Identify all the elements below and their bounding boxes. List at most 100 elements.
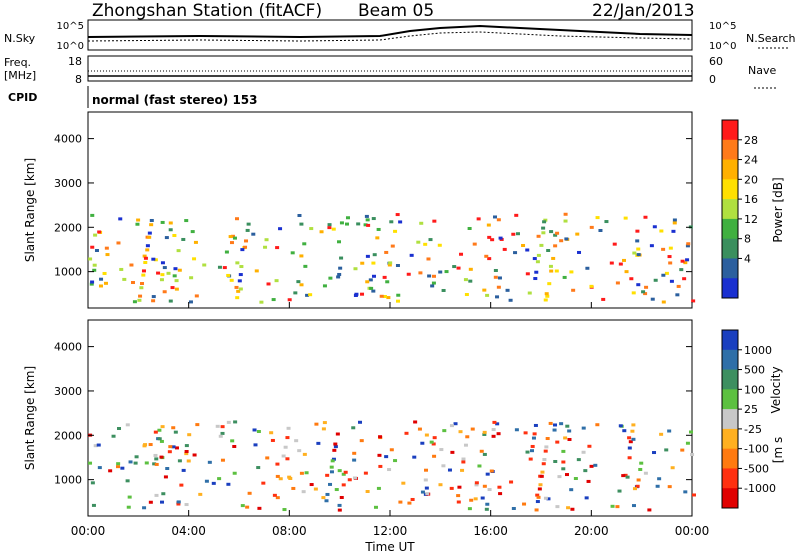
velocity-echo <box>332 448 337 452</box>
velocity-echo <box>420 441 425 445</box>
power-echo <box>631 291 636 295</box>
velocity-echo <box>275 462 280 466</box>
power-echo <box>371 217 376 221</box>
velocity-echo <box>232 471 237 475</box>
power-echo <box>536 253 541 257</box>
velocity-echo <box>91 503 96 507</box>
power-echo <box>624 270 629 274</box>
power-echo <box>193 240 198 244</box>
velocity-echo <box>593 463 598 467</box>
power-echo <box>498 236 503 240</box>
power-echo <box>224 250 229 254</box>
power-echo <box>486 223 491 227</box>
power-colorbar-swatch <box>722 218 738 240</box>
power-echo <box>431 281 436 285</box>
velocity-echo <box>111 434 116 438</box>
velocity-echo <box>142 444 147 448</box>
power-echo <box>485 293 490 297</box>
power-echo <box>532 257 537 261</box>
power-colorbar-tick-label: 24 <box>744 154 758 167</box>
power-echo <box>138 294 143 298</box>
velocity-echo <box>90 481 95 485</box>
power-echo <box>426 257 431 261</box>
velocity-echo <box>456 494 461 498</box>
power-echo <box>371 261 376 265</box>
velocity-echo <box>125 423 130 427</box>
power-echo <box>299 283 304 287</box>
velocity-echo <box>285 436 290 440</box>
velocity-echo <box>352 458 357 462</box>
power-echo <box>164 236 169 240</box>
velocity-echo <box>220 425 225 429</box>
velocity-echo <box>615 505 620 509</box>
nsky-tick-high: 10^5 <box>57 21 84 32</box>
power-echo <box>511 232 516 236</box>
velocity-echo <box>184 503 189 507</box>
power-echo <box>428 238 433 242</box>
power-echo <box>159 278 164 282</box>
nave-tick-high: 60 <box>709 55 723 68</box>
power-echo <box>549 230 554 234</box>
velocity-echo <box>538 483 543 487</box>
power-colorbar-swatch <box>722 278 738 299</box>
power-echo <box>363 223 368 227</box>
power-colorbar-tick-label: 20 <box>744 173 758 186</box>
power-echo <box>553 244 558 248</box>
cpid-label: CPID <box>8 91 37 104</box>
power-echo <box>635 239 640 243</box>
velocity-echo <box>157 437 162 441</box>
velocity-echo <box>542 458 547 462</box>
power-echo <box>553 233 558 237</box>
power-echo <box>172 274 177 278</box>
power-echo <box>118 217 123 221</box>
power-echo <box>339 256 344 260</box>
velocity-echo <box>184 450 189 454</box>
velocity-echo <box>441 464 446 468</box>
velocity-echo <box>543 449 548 453</box>
power-colorbar-label: Power [dB] <box>771 177 785 242</box>
velocity-echo <box>482 452 487 456</box>
power-echo <box>427 274 432 278</box>
power-echo <box>97 230 102 234</box>
power-colorbar-swatch <box>722 139 738 161</box>
velocity-echo <box>154 462 159 466</box>
velocity-echo <box>567 437 572 441</box>
power-echo <box>365 218 370 222</box>
velocity-plot: 4000 3000 2000 1000 Slant Range [km] <box>23 319 696 517</box>
velocity-echo <box>438 483 443 487</box>
power-echo <box>235 261 240 265</box>
nsearch-label: N.Search <box>746 32 796 45</box>
power-echo <box>493 215 498 219</box>
power-echo <box>141 273 146 277</box>
power-echo <box>119 267 124 271</box>
power-echo <box>487 235 492 239</box>
freq-unit: [MHz] <box>4 69 36 82</box>
power-echo <box>217 265 222 269</box>
power-echo <box>390 244 395 248</box>
power-echo <box>636 253 641 257</box>
power-echo <box>691 299 696 303</box>
velocity-echo <box>561 467 566 471</box>
power-echo <box>356 222 361 226</box>
velocity-echo <box>160 425 165 429</box>
velocity-echo <box>482 430 487 434</box>
velocity-echo <box>412 455 417 459</box>
power-echo <box>432 219 437 223</box>
velocity-echo <box>636 478 641 482</box>
velocity-echo <box>404 431 409 435</box>
power-echo <box>482 288 487 292</box>
power-echo <box>174 287 179 291</box>
power-echo <box>502 247 507 251</box>
velocity-echo <box>482 432 487 436</box>
power-echo <box>601 297 606 301</box>
velocity-echo <box>460 468 465 472</box>
velocity-echo <box>688 430 693 434</box>
power-echo <box>327 223 332 227</box>
power-echo <box>129 263 134 267</box>
velocity-echo <box>220 458 225 462</box>
velocity-echo <box>463 443 468 447</box>
power-echo <box>644 285 649 289</box>
velocity-echo <box>553 459 558 463</box>
power-echo <box>409 253 414 257</box>
velocity-echo <box>363 471 368 475</box>
